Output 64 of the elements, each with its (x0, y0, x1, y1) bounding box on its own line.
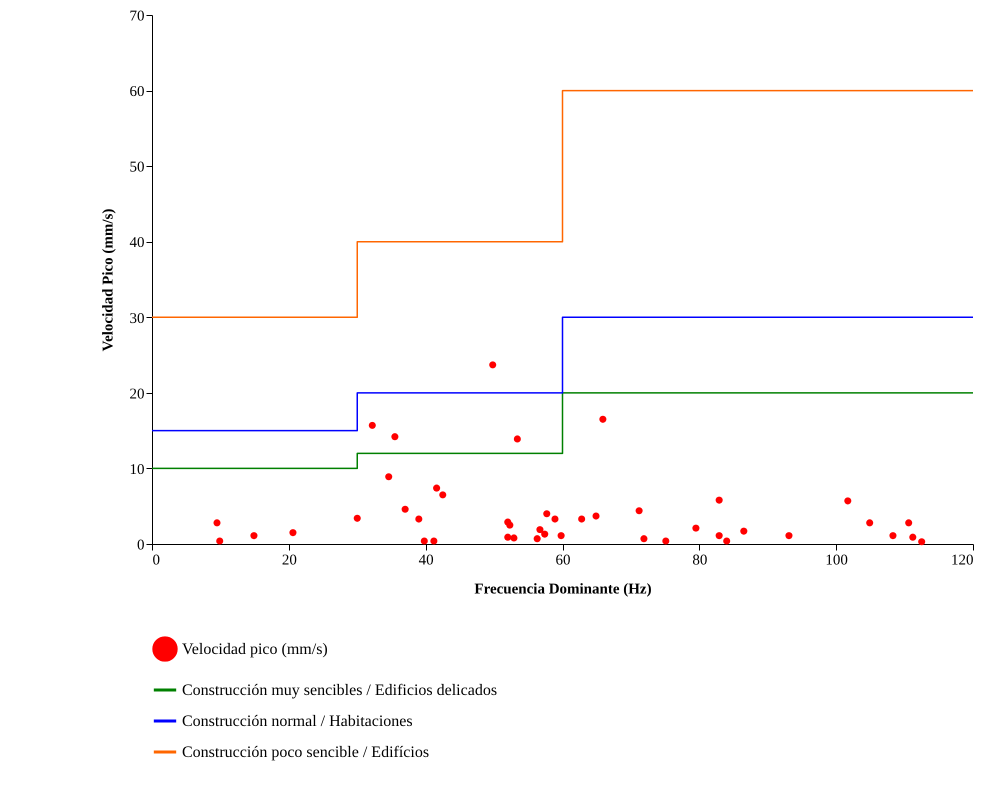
point (534, 535, 541, 542)
point (439, 491, 446, 498)
x-tick-label: 120 (951, 552, 974, 568)
point (716, 496, 723, 504)
y-tick-label: 20 (130, 386, 144, 402)
y-tick-label: 70 (130, 8, 144, 24)
point (510, 534, 518, 542)
x-axis-title: Frecuencia Dominante (Hz) (474, 582, 652, 598)
y-tick-label: 30 (130, 310, 144, 327)
x-tick-label: 40 (418, 552, 434, 568)
point (250, 532, 258, 540)
point (536, 526, 544, 534)
point (866, 519, 874, 526)
point (541, 530, 548, 538)
x-tick-label: 80 (692, 552, 708, 568)
point (213, 519, 221, 526)
x-tick-label: 60 (556, 552, 570, 568)
point (385, 473, 392, 480)
point (905, 519, 912, 526)
point (662, 537, 670, 545)
point (592, 512, 600, 520)
point (216, 537, 224, 545)
point (578, 516, 586, 523)
point (489, 361, 496, 368)
point (723, 537, 730, 545)
y-tick-label: 0 (137, 538, 144, 554)
point (543, 510, 550, 518)
point (368, 422, 376, 429)
point (558, 532, 565, 540)
point (909, 534, 916, 541)
point (506, 522, 514, 529)
legend-label: Velocidad pico (mm/s) (182, 641, 328, 658)
point (692, 524, 700, 532)
x-tick-label: 100 (825, 552, 848, 568)
y-tick-label: 50 (130, 160, 144, 176)
point (402, 506, 409, 513)
y-axis-title: Velocidad Pico (mm/s) (100, 208, 116, 352)
point (716, 532, 723, 540)
point (415, 516, 422, 523)
y-tick-label: 10 (130, 462, 144, 478)
point (433, 484, 440, 492)
point (740, 528, 748, 535)
y-tick-label: 60 (130, 84, 144, 100)
point (636, 507, 643, 514)
point (844, 497, 852, 504)
legend-label: Construcción poco sencible / Edifícios (182, 744, 430, 761)
point (599, 416, 606, 423)
point (289, 529, 296, 536)
point (889, 532, 896, 540)
point (354, 514, 361, 522)
legend-label: Construcción normal / Habitaciones (182, 713, 413, 730)
point (640, 535, 648, 542)
point (514, 435, 521, 442)
x-tick-label: 20 (282, 552, 297, 568)
point (420, 537, 428, 545)
point (551, 516, 559, 523)
point (785, 532, 792, 540)
legend-label: Construcción muy sencibles / Edificios delicados (182, 682, 498, 699)
point (504, 534, 512, 541)
point (918, 538, 926, 546)
point (430, 537, 438, 545)
x-tick-label: 0 (152, 552, 160, 568)
point (391, 433, 398, 440)
y-tick-label: 40 (130, 235, 144, 252)
